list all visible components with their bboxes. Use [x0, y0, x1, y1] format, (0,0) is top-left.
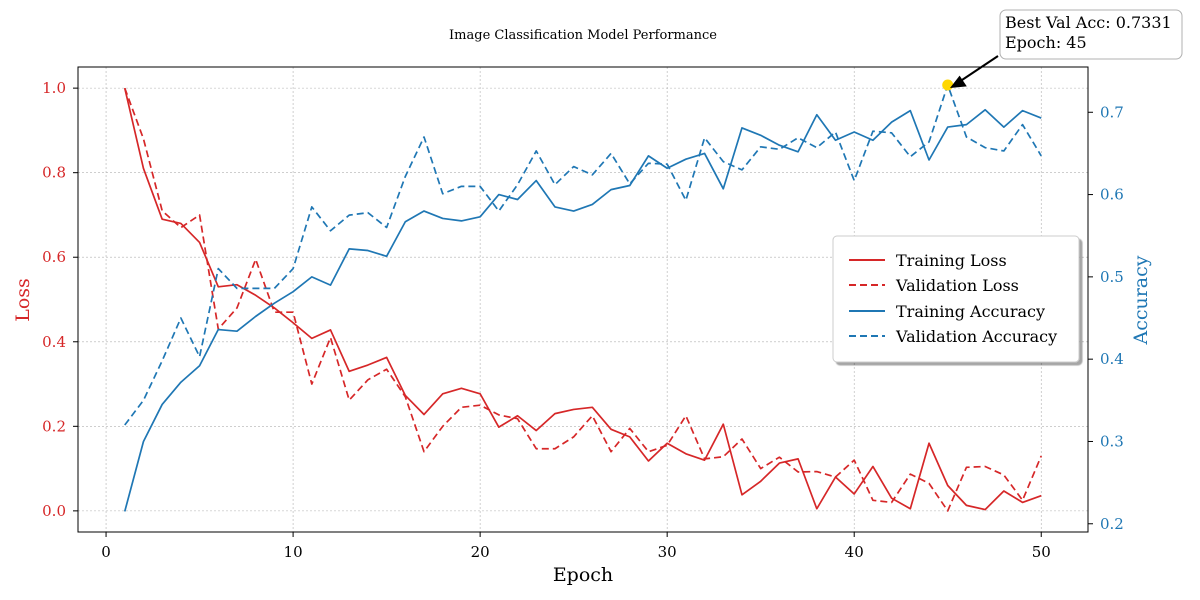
annotation-line-1: Best Val Acc: 0.7331 [1005, 13, 1172, 32]
x-tick-label: 30 [658, 543, 677, 561]
left-tick-label: 0.2 [42, 417, 66, 435]
x-axis-ticks: 0 10 20 30 40 50 [101, 532, 1051, 561]
highlight-layer [942, 79, 954, 91]
best-val-annotation: Best Val Acc: 0.7331 Epoch: 45 [950, 9, 1183, 88]
x-tick-label: 50 [1032, 543, 1051, 561]
right-tick-label: 0.7 [1100, 103, 1124, 121]
x-axis-label: Epoch [553, 564, 613, 586]
right-tick-label: 0.2 [1100, 515, 1124, 533]
left-tick-label: 0.8 [42, 164, 66, 182]
series-line-validation-accuracy [124, 84, 1042, 426]
annotation-arrow-head [950, 75, 967, 88]
right-tick-label: 0.4 [1100, 350, 1124, 368]
left-tick-label: 0.6 [42, 248, 66, 266]
annotation-arrow [955, 55, 999, 85]
series-layer [123, 84, 1043, 512]
legend-label-validation-loss: Validation Loss [895, 276, 1019, 295]
left-axis-label: Loss [12, 278, 34, 322]
annotation-line-2: Epoch: 45 [1005, 33, 1087, 52]
series-line-training-accuracy [123, 108, 1042, 512]
left-tick-label: 0.0 [42, 502, 66, 520]
left-axis-ticks: 0.0 0.2 0.4 0.6 0.8 1.0 [42, 79, 78, 520]
right-axis-ticks: 0.2 0.3 0.4 0.5 0.6 0.7 [1088, 103, 1124, 533]
right-tick-label: 0.6 [1100, 186, 1124, 204]
x-tick-label: 40 [845, 543, 864, 561]
series-line-training-loss [123, 87, 1042, 511]
series-line-validation-loss [123, 87, 1043, 512]
legend-box [832, 235, 1080, 363]
x-tick-label: 20 [471, 543, 490, 561]
legend-label-training-accuracy: Training Accuracy [896, 302, 1045, 321]
chart-title: Image Classification Model Performance [449, 28, 717, 43]
left-tick-label: 1.0 [42, 79, 66, 97]
legend-label-training-loss: Training Loss [896, 251, 1007, 270]
right-tick-label: 0.3 [1100, 432, 1124, 450]
best-val-point [942, 79, 954, 91]
annotation-box [999, 9, 1183, 60]
plot-area-frame [77, 66, 1089, 533]
right-axis-label: Accuracy [1130, 255, 1152, 345]
left-tick-label: 0.4 [42, 333, 66, 351]
x-tick-label: 0 [101, 543, 111, 561]
legend-label-validation-accuracy: Validation Accuracy [895, 327, 1057, 346]
right-tick-label: 0.5 [1100, 268, 1124, 286]
x-tick-label: 10 [284, 543, 303, 561]
legend: Training Loss Validation Loss Training A… [832, 235, 1080, 363]
